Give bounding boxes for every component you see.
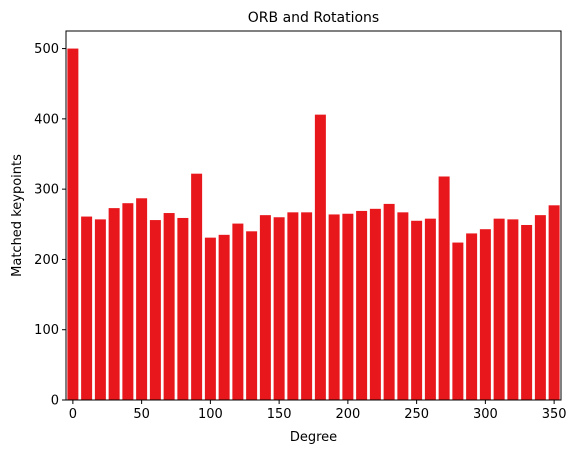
y-tick-label: 200 (34, 253, 59, 268)
bar-0 (67, 48, 79, 400)
bar-100 (204, 237, 216, 400)
chart-title: ORB and Rotations (248, 10, 379, 26)
bar-250 (411, 220, 423, 400)
bar-320 (507, 219, 519, 400)
bar-170 (301, 212, 313, 400)
bar-260 (424, 218, 436, 400)
y-tick-label: 0 (51, 394, 59, 409)
bar-50 (136, 198, 148, 400)
bar-140 (259, 215, 271, 400)
x-tick-label: 300 (473, 407, 498, 422)
bar-330 (521, 224, 533, 400)
bar-240 (397, 212, 409, 400)
bar-10 (81, 216, 93, 400)
bar-230 (383, 203, 395, 400)
y-tick-label: 500 (34, 42, 59, 57)
x-axis-label: Degree (290, 430, 337, 445)
bar-70 (163, 213, 175, 400)
x-tick-label: 200 (335, 407, 360, 422)
bar-270 (438, 176, 450, 400)
y-tick-label: 300 (34, 183, 59, 198)
bar-110 (218, 234, 230, 400)
bar-200 (342, 213, 354, 400)
bar-60 (149, 220, 161, 400)
bar-160 (287, 212, 299, 400)
bar-20 (94, 219, 106, 400)
bar-30 (108, 208, 120, 400)
bar-80 (177, 217, 189, 400)
bar-280 (452, 242, 464, 400)
x-tick-label: 0 (69, 407, 77, 422)
bar-300 (479, 229, 491, 400)
bar-290 (466, 233, 478, 400)
y-tick-label: 400 (34, 112, 59, 127)
bars-group (67, 48, 560, 400)
bar-150 (273, 217, 285, 400)
x-tick-label: 250 (404, 407, 429, 422)
bar-40 (122, 203, 134, 400)
bar-120 (232, 223, 244, 400)
bar-210 (356, 210, 368, 400)
bar-180 (314, 114, 326, 400)
bar-130 (246, 231, 258, 400)
x-axis: 0 50 100 150 200 250 300 350 (69, 400, 567, 422)
x-tick-label: 350 (542, 407, 567, 422)
bar-220 (369, 208, 381, 400)
y-axis-label: Matched keypoints (10, 154, 25, 277)
y-axis: 0 100 200 300 400 500 (34, 42, 66, 409)
bar-90 (191, 173, 203, 400)
plot-frame (65, 30, 562, 401)
x-tick-label: 50 (133, 407, 150, 422)
x-tick-label: 100 (198, 407, 223, 422)
bar-340 (534, 215, 546, 400)
bar-310 (493, 218, 505, 400)
bar-350 (548, 205, 560, 400)
y-tick-label: 100 (34, 323, 59, 338)
x-tick-label: 150 (267, 407, 292, 422)
bar-190 (328, 214, 340, 400)
